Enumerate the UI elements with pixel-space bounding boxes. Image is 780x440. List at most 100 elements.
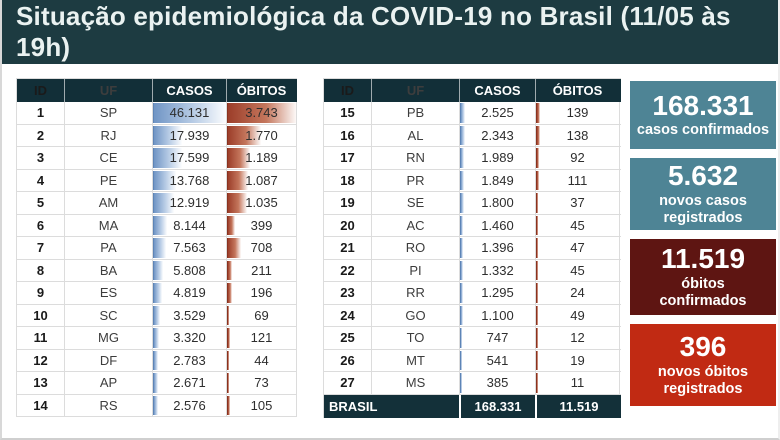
cell-value: 17.599 [169, 150, 210, 166]
column-header: UF [65, 79, 153, 102]
obitos-data-bar [536, 328, 539, 348]
cell-value: 2.576 [173, 397, 206, 413]
state-uf: RR [372, 282, 460, 304]
obitos-data-bar [536, 103, 541, 123]
state-rank: 4 [17, 169, 65, 191]
casos-cell: 17.939 [153, 124, 227, 146]
table-row: 20 AC 1.460 45 [324, 214, 621, 237]
state-uf: PB [372, 102, 460, 124]
obitos-data-bar [227, 305, 230, 325]
table-row: 26 MT 541 19 [324, 349, 621, 372]
table-row: 22 PI 1.332 45 [324, 259, 621, 282]
state-rank: 25 [324, 327, 372, 349]
summary-card-label: casos confirmados [630, 122, 776, 139]
obitos-data-bar [227, 373, 230, 393]
table-header-row: ID UF CASOS ÓBITOS [324, 79, 621, 102]
brasil-total-row: BRASIL 168.331 11.519 [324, 394, 621, 418]
summary-card: 5.632 novos casos registrados [630, 158, 776, 230]
obitos-data-bar [227, 148, 250, 168]
cell-value: 73 [254, 375, 269, 391]
obitos-cell: 111 [536, 169, 620, 191]
obitos-data-bar [227, 215, 236, 235]
state-uf: SE [372, 192, 460, 214]
obitos-cell: 399 [227, 214, 297, 236]
state-rank: 16 [324, 124, 372, 146]
summary-card-value: 5.632 [667, 160, 739, 192]
obitos-data-bar [536, 125, 541, 145]
column-header: ÓBITOS [227, 79, 297, 102]
casos-data-bar [460, 170, 464, 190]
casos-data-bar [460, 305, 463, 325]
obitos-data-bar [227, 125, 261, 145]
casos-data-bar [153, 238, 166, 258]
table-row: 7 PA 7.563 708 [17, 237, 297, 260]
obitos-cell: 1.035 [227, 192, 297, 214]
column-header: CASOS [153, 79, 227, 102]
state-rank: 21 [324, 237, 372, 259]
state-uf: AM [65, 192, 153, 214]
table-row: 19 SE 1.800 37 [324, 192, 621, 215]
obitos-cell: 24 [536, 282, 620, 304]
obitos-data-bar [536, 305, 539, 325]
summary-cards: 168.331 casos confirmados 5.632 novos casos… [630, 81, 776, 415]
cell-value: 12 [570, 330, 585, 346]
state-uf: AC [372, 214, 460, 236]
table-row: 9 ES 4.819 196 [17, 282, 297, 305]
casos-data-bar [460, 283, 464, 303]
state-uf: PE [65, 169, 153, 191]
cell-value: 2.671 [173, 375, 206, 391]
state-rank: 12 [17, 349, 65, 371]
obitos-data-bar [536, 238, 539, 258]
table-row: 1 SP 46.131 3.743 [17, 102, 297, 125]
obitos-cell: 37 [536, 192, 620, 214]
casos-data-bar [153, 148, 182, 168]
table-row: 10 SC 3.529 69 [17, 304, 297, 327]
cell-value: 1.800 [481, 195, 514, 211]
table-row: 25 TO 747 12 [324, 327, 621, 350]
column-header: ID [17, 79, 65, 102]
table-row: 15 PB 2.525 139 [324, 102, 621, 125]
obitos-cell: 139 [536, 102, 620, 124]
obitos-data-bar [536, 373, 539, 393]
casos-cell: 4.819 [153, 282, 227, 304]
casos-data-bar [153, 170, 176, 190]
table-row: 14 RS 2.576 105 [17, 394, 297, 417]
obitos-data-bar [536, 193, 539, 213]
casos-cell: 7.563 [153, 237, 227, 259]
cell-value: 92 [570, 150, 585, 166]
summary-card-label-line: novos casos [659, 192, 747, 209]
state-rank: 6 [17, 214, 65, 236]
brasil-total-casos: 168.331 [461, 394, 537, 418]
state-rank: 19 [324, 192, 372, 214]
obitos-cell: 92 [536, 147, 620, 169]
table-row: 27 MS 385 11 [324, 372, 621, 395]
obitos-cell: 1.770 [227, 124, 297, 146]
casos-data-bar [460, 215, 464, 235]
state-uf: AP [65, 372, 153, 394]
state-uf: TO [372, 327, 460, 349]
summary-card: 168.331 casos confirmados [630, 81, 776, 149]
obitos-data-bar [227, 283, 232, 303]
cell-value: 3.529 [173, 307, 206, 323]
obitos-cell: 44 [227, 349, 297, 371]
summary-card-label: óbitos confirmados [630, 276, 776, 310]
state-uf: SP [65, 102, 153, 124]
obitos-data-bar [227, 103, 296, 123]
state-uf: MS [372, 372, 460, 394]
casos-data-bar [153, 328, 160, 348]
state-uf: ES [65, 282, 153, 304]
casos-data-bar [460, 148, 465, 168]
cell-value: 196 [250, 285, 273, 301]
casos-cell: 2.343 [460, 124, 536, 146]
obitos-data-bar [227, 395, 230, 415]
obitos-cell: 196 [227, 282, 297, 304]
cell-value: 385 [486, 375, 509, 391]
casos-cell: 541 [460, 349, 536, 371]
content-area: ID UF CASOS ÓBITOS 1 SP 46.131 3.743 2 RJ 17.939 1.… [2, 64, 778, 418]
cell-value: 24 [570, 285, 585, 301]
brasil-total-obitos: 11.519 [559, 398, 599, 414]
cell-value: 1.087 [245, 172, 278, 188]
state-rank: 13 [17, 372, 65, 394]
casos-cell: 3.529 [153, 304, 227, 326]
